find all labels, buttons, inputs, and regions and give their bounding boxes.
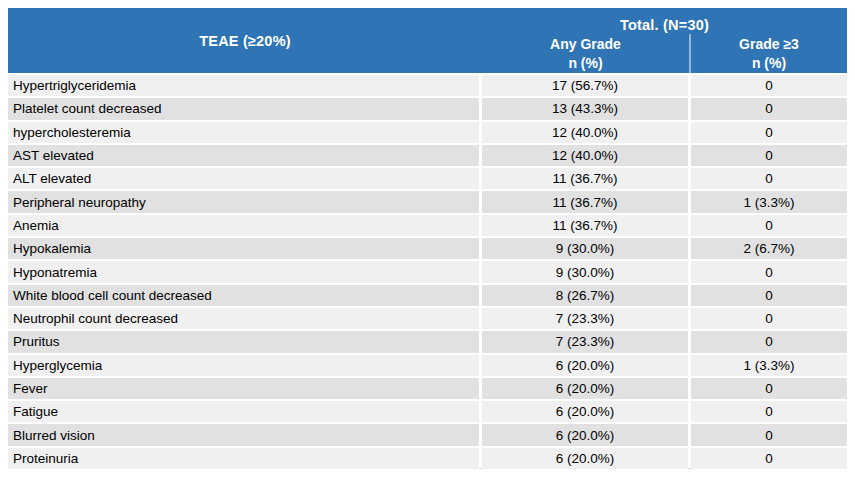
table-row: Hypokalemia9 (30.0%)2 (6.7%)	[8, 238, 847, 259]
table-row: Hypertriglyceridemia17 (56.7%)0	[8, 75, 847, 96]
teae-cell: Hypokalemia	[8, 238, 479, 259]
any-grade-cell: 6 (20.0%)	[482, 378, 688, 399]
table-row: White blood cell count decreased8 (26.7%…	[8, 285, 847, 306]
teae-cell: Blurred vision	[8, 424, 479, 445]
any-grade-cell: 6 (20.0%)	[482, 401, 688, 422]
table-row: Fatigue6 (20.0%)0	[8, 401, 847, 422]
teae-cell: Anemia	[8, 215, 479, 236]
grade3-cell: 0	[691, 331, 847, 352]
any-grade-cell: 8 (26.7%)	[482, 285, 688, 306]
table-row: Pruritus7 (23.3%)0	[8, 331, 847, 352]
teae-cell: ALT elevated	[8, 168, 479, 189]
grade3-cell: 0	[691, 122, 847, 143]
teae-cell: Pruritus	[8, 331, 479, 352]
teae-column-header: TEAE (≥20%)	[8, 8, 482, 73]
table-row: ALT elevated11 (36.7%)0	[8, 168, 847, 189]
total-group-header: Total. (N=30)	[482, 8, 847, 34]
teae-cell: hypercholesteremia	[8, 122, 479, 143]
table-row: Peripheral neuropathy11 (36.7%)1 (3.3%)	[8, 191, 847, 212]
teae-cell: Hyperglycemia	[8, 355, 479, 376]
any-grade-cell: 13 (43.3%)	[482, 98, 688, 119]
any-grade-cell: 7 (23.3%)	[482, 331, 688, 352]
grade3-cell: 0	[691, 98, 847, 119]
grade3-unit-label: n (%)	[752, 54, 786, 73]
any-grade-unit-label: n (%)	[568, 54, 602, 73]
teae-cell: AST elevated	[8, 145, 479, 166]
grade3-cell: 0	[691, 168, 847, 189]
teae-cell: Hyponatremia	[8, 261, 479, 282]
table-row: hypercholesteremia12 (40.0%)0	[8, 122, 847, 143]
table-row: Platelet count decreased13 (43.3%)0	[8, 98, 847, 119]
table-row: Proteinuria6 (20.0%)0	[8, 448, 847, 469]
grade3-cell: 0	[691, 448, 847, 469]
any-grade-cell: 12 (40.0%)	[482, 122, 688, 143]
any-grade-cell: 9 (30.0%)	[482, 261, 688, 282]
teae-cell: Platelet count decreased	[8, 98, 479, 119]
table-row: Hyponatremia9 (30.0%)0	[8, 261, 847, 282]
table-row: Anemia11 (36.7%)0	[8, 215, 847, 236]
teae-table: TEAE (≥20%) Total. (N=30) Any Grade n (%…	[8, 8, 847, 469]
table-row: Blurred vision6 (20.0%)0	[8, 424, 847, 445]
grade3-cell: 0	[691, 261, 847, 282]
teae-cell: Hypertriglyceridemia	[8, 75, 479, 96]
table-row: Hyperglycemia6 (20.0%)1 (3.3%)	[8, 355, 847, 376]
any-grade-cell: 11 (36.7%)	[482, 215, 688, 236]
grade3-cell: 1 (3.3%)	[691, 355, 847, 376]
grade3-cell: 2 (6.7%)	[691, 238, 847, 259]
grade3-cell: 0	[691, 215, 847, 236]
grade3-cell: 0	[691, 378, 847, 399]
grade3-cell: 0	[691, 285, 847, 306]
grade3-label: Grade ≥3	[739, 35, 799, 54]
any-grade-cell: 6 (20.0%)	[482, 448, 688, 469]
grade3-cell: 0	[691, 308, 847, 329]
any-grade-cell: 11 (36.7%)	[482, 168, 688, 189]
grade3-cell: 0	[691, 145, 847, 166]
any-grade-cell: 9 (30.0%)	[482, 238, 688, 259]
teae-cell: Fatigue	[8, 401, 479, 422]
table-header: TEAE (≥20%) Total. (N=30) Any Grade n (%…	[8, 8, 847, 73]
teae-cell: Fever	[8, 378, 479, 399]
table-row: Neutrophil count decreased7 (23.3%)0	[8, 308, 847, 329]
grade3-cell: 1 (3.3%)	[691, 191, 847, 212]
table-row: AST elevated12 (40.0%)0	[8, 145, 847, 166]
any-grade-label: Any Grade	[550, 35, 621, 54]
table-body: Hypertriglyceridemia17 (56.7%)0Platelet …	[8, 75, 847, 469]
table-row: Fever6 (20.0%)0	[8, 378, 847, 399]
any-grade-cell: 17 (56.7%)	[482, 75, 688, 96]
any-grade-cell: 11 (36.7%)	[482, 191, 688, 212]
grade3-cell: 0	[691, 424, 847, 445]
any-grade-column-header: Any Grade n (%)	[482, 34, 689, 73]
any-grade-cell: 6 (20.0%)	[482, 424, 688, 445]
grade3-cell: 0	[691, 75, 847, 96]
any-grade-cell: 6 (20.0%)	[482, 355, 688, 376]
any-grade-cell: 7 (23.3%)	[482, 308, 688, 329]
grade3-cell: 0	[691, 401, 847, 422]
grade3-column-header: Grade ≥3 n (%)	[689, 34, 847, 73]
teae-cell: Peripheral neuropathy	[8, 191, 479, 212]
teae-cell: Neutrophil count decreased	[8, 308, 479, 329]
teae-cell: White blood cell count decreased	[8, 285, 479, 306]
any-grade-cell: 12 (40.0%)	[482, 145, 688, 166]
teae-cell: Proteinuria	[8, 448, 479, 469]
